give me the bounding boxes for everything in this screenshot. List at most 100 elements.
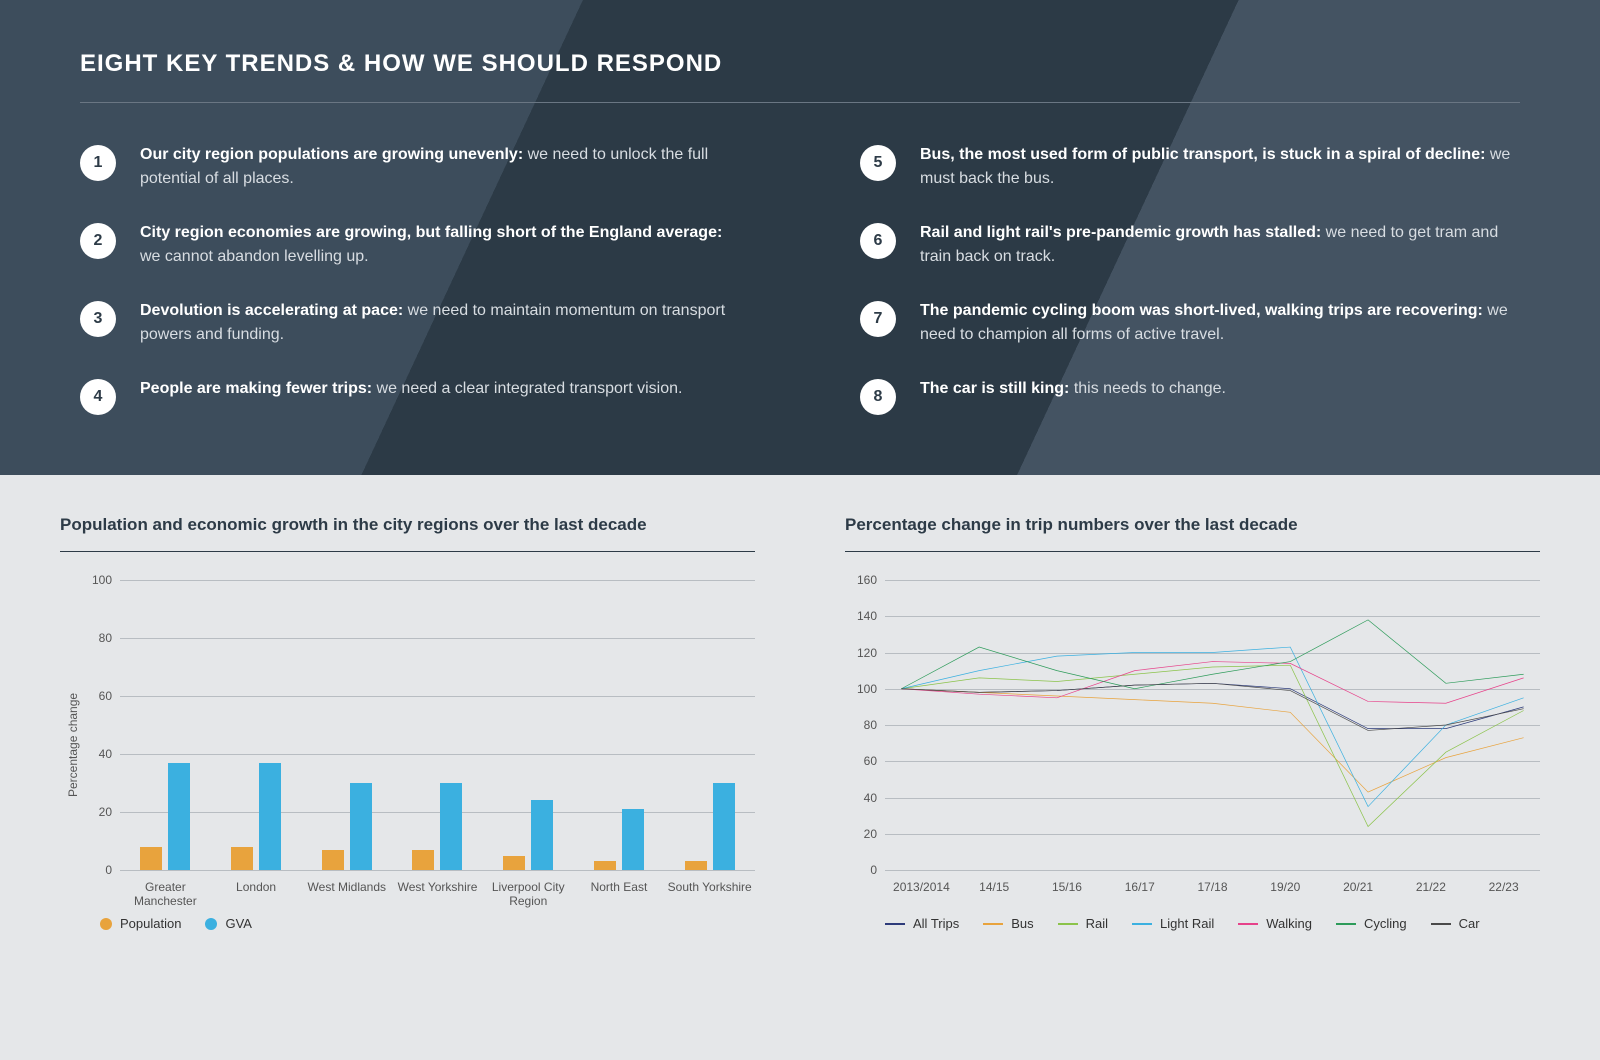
- x-tick: 22/23: [1467, 874, 1540, 910]
- y-tick: 0: [105, 863, 112, 877]
- bar-group: [120, 580, 211, 870]
- x-tick: Greater Manchester: [120, 874, 211, 910]
- bar-group: [664, 580, 755, 870]
- trend-text: The car is still king: this needs to cha…: [920, 377, 1226, 401]
- bar-group: [574, 580, 665, 870]
- trend-number: 6: [860, 223, 896, 259]
- bar: [412, 850, 434, 870]
- trend-number: 8: [860, 379, 896, 415]
- trend-number: 2: [80, 223, 116, 259]
- legend-item: Population: [100, 916, 181, 931]
- legend-label: GVA: [225, 916, 252, 931]
- legend-item: Rail: [1058, 916, 1108, 931]
- legend-item: Car: [1431, 916, 1480, 931]
- y-tick: 100: [857, 682, 877, 696]
- legend-label: Car: [1459, 916, 1480, 931]
- trend-text: Bus, the most used form of public transp…: [920, 143, 1520, 191]
- bar: [594, 861, 616, 870]
- y-tick: 20: [99, 805, 112, 819]
- trend-text: Devolution is accelerating at pace: we n…: [140, 299, 740, 347]
- page-title: EIGHT KEY TRENDS & HOW WE SHOULD RESPOND: [80, 50, 1520, 103]
- trend-text: People are making fewer trips: we need a…: [140, 377, 682, 401]
- legend-dot: [100, 918, 112, 930]
- bar: [322, 850, 344, 870]
- bar-y-axis-label: Percentage change: [60, 580, 80, 910]
- bar: [140, 847, 162, 870]
- bar-chart-container: Population and economic growth in the ci…: [60, 515, 755, 931]
- legend-label: Population: [120, 916, 181, 931]
- line-chart-container: Percentage change in trip numbers over t…: [845, 515, 1540, 931]
- line-chart-svg: [885, 580, 1540, 870]
- x-tick: 21/22: [1394, 874, 1467, 910]
- y-tick: 80: [864, 718, 877, 732]
- legend-line-swatch: [1238, 923, 1258, 925]
- x-tick: North East: [574, 874, 665, 910]
- legend-label: All Trips: [913, 916, 959, 931]
- trend-number: 1: [80, 145, 116, 181]
- x-tick: Liverpool City Region: [483, 874, 574, 910]
- trends-col-left: 1Our city region populations are growing…: [80, 143, 740, 415]
- x-tick: 17/18: [1176, 874, 1249, 910]
- trend-item: 7 The pandemic cycling boom was short-liv…: [860, 299, 1520, 347]
- legend-label: Rail: [1086, 916, 1108, 931]
- x-tick: 14/15: [958, 874, 1031, 910]
- trend-number: 5: [860, 145, 896, 181]
- x-tick: London: [211, 874, 302, 910]
- bar-chart-plot: 020406080100 Greater ManchesterLondonWes…: [80, 580, 755, 910]
- header-section: EIGHT KEY TRENDS & HOW WE SHOULD RESPOND…: [0, 0, 1600, 475]
- trend-text: The pandemic cycling boom was short-live…: [920, 299, 1520, 347]
- trend-item: 8 The car is still king: this needs to ch…: [860, 377, 1520, 415]
- bar: [231, 847, 253, 870]
- trend-item: 2City region economies are growing, but …: [80, 221, 740, 269]
- y-tick: 140: [857, 609, 877, 623]
- trends-col-right: 5 Bus, the most used form of public trans…: [860, 143, 1520, 415]
- x-tick: 19/20: [1249, 874, 1322, 910]
- y-tick: 0: [870, 863, 877, 877]
- legend-dot: [205, 918, 217, 930]
- y-tick: 20: [864, 827, 877, 841]
- x-tick: South Yorkshire: [664, 874, 755, 910]
- x-tick: 15/16: [1031, 874, 1104, 910]
- line-chart-plot: 020406080100120140160 2013/201414/1515/1…: [845, 580, 1540, 910]
- x-tick: West Yorkshire: [392, 874, 483, 910]
- trend-item: 4People are making fewer trips: we need …: [80, 377, 740, 415]
- line-chart-title: Percentage change in trip numbers over t…: [845, 515, 1540, 552]
- y-tick: 40: [99, 747, 112, 761]
- legend-item: All Trips: [885, 916, 959, 931]
- trend-text: Rail and light rail's pre-pandemic growt…: [920, 221, 1520, 269]
- legend-line-swatch: [1336, 923, 1356, 925]
- bar: [168, 763, 190, 870]
- series-line: [901, 689, 1523, 792]
- bar-group: [301, 580, 392, 870]
- y-tick: 100: [92, 573, 112, 587]
- trend-item: 1Our city region populations are growing…: [80, 143, 740, 191]
- grid-line: [120, 870, 755, 871]
- legend-line-swatch: [1058, 923, 1078, 925]
- bar: [350, 783, 372, 870]
- legend-line-swatch: [1431, 923, 1451, 925]
- legend-line-swatch: [983, 923, 1003, 925]
- trend-item: 5 Bus, the most used form of public trans…: [860, 143, 1520, 191]
- y-tick: 160: [857, 573, 877, 587]
- legend-label: Light Rail: [1160, 916, 1214, 931]
- bar: [685, 861, 707, 870]
- bar: [503, 856, 525, 871]
- y-tick: 60: [864, 754, 877, 768]
- legend-item: Walking: [1238, 916, 1312, 931]
- bar: [440, 783, 462, 870]
- series-line: [901, 683, 1523, 728]
- line-chart-legend: All TripsBusRailLight RailWalkingCycling…: [845, 916, 1540, 931]
- x-tick: 16/17: [1103, 874, 1176, 910]
- bar-chart-title: Population and economic growth in the ci…: [60, 515, 755, 552]
- legend-item: GVA: [205, 916, 252, 931]
- trend-number: 7: [860, 301, 896, 337]
- legend-line-swatch: [885, 923, 905, 925]
- legend-item: Bus: [983, 916, 1033, 931]
- x-tick: West Midlands: [301, 874, 392, 910]
- x-tick: 2013/2014: [885, 874, 958, 910]
- y-tick: 60: [99, 689, 112, 703]
- series-line: [901, 665, 1523, 826]
- trend-item: 3Devolution is accelerating at pace: we …: [80, 299, 740, 347]
- trends-columns: 1Our city region populations are growing…: [80, 143, 1520, 415]
- bar: [259, 763, 281, 870]
